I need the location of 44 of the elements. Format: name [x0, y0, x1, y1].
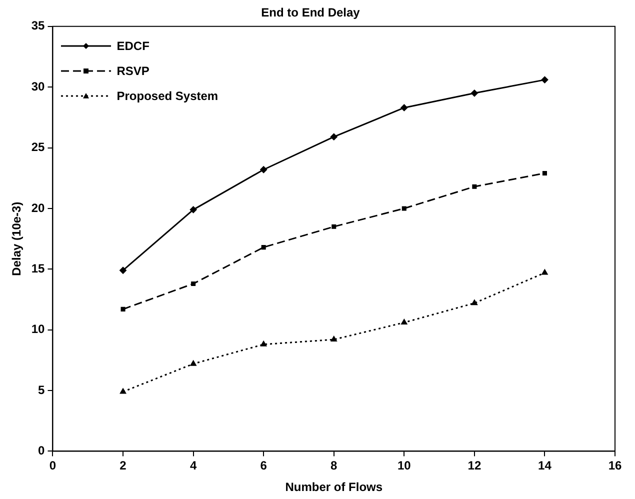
x-tick-label: 2	[120, 458, 127, 473]
x-tick-label: 10	[397, 458, 412, 473]
point	[400, 104, 408, 112]
point	[402, 206, 406, 211]
x-tick-label: 8	[330, 458, 338, 473]
y-tick-label: 0	[38, 444, 46, 458]
x-axis-title: Number of Flows	[285, 480, 383, 494]
x-tick-label: 6	[260, 458, 268, 473]
point	[260, 166, 268, 174]
point	[471, 300, 478, 306]
x-tick-label: 0	[49, 458, 56, 473]
legend-label: RSVP	[116, 64, 150, 78]
x-tick-label: 12	[468, 458, 482, 473]
y-tick-label: 35	[31, 18, 46, 33]
point	[330, 133, 338, 140]
y-tick-label: 5	[38, 382, 46, 397]
point	[332, 224, 336, 229]
y-tick-label: 25	[31, 140, 46, 154]
y-tick-label: 20	[31, 200, 46, 215]
point	[190, 360, 196, 366]
x-tick-label: 16	[608, 458, 622, 473]
x-tick-label: 14	[538, 458, 552, 473]
point	[470, 90, 478, 97]
point	[542, 269, 548, 275]
y-tick-label: 30	[31, 79, 46, 94]
y-tick-label: 15	[31, 261, 46, 276]
point	[120, 266, 127, 274]
point	[191, 281, 196, 286]
point	[401, 319, 408, 325]
y-tick-label: 10	[31, 322, 46, 336]
point	[120, 388, 126, 394]
point	[260, 340, 267, 346]
point	[542, 170, 547, 176]
point	[330, 336, 337, 342]
chart-title: End to End Delay	[261, 6, 360, 20]
legend-label: EDCF	[116, 38, 150, 53]
point	[190, 206, 197, 214]
point	[541, 76, 548, 84]
point	[472, 184, 477, 189]
point	[261, 245, 266, 250]
point	[120, 306, 126, 312]
legend-label: Proposed System	[116, 88, 218, 103]
x-tick-label: 4	[190, 458, 197, 473]
y-axis-title: Delay (10e-3)	[10, 202, 24, 276]
